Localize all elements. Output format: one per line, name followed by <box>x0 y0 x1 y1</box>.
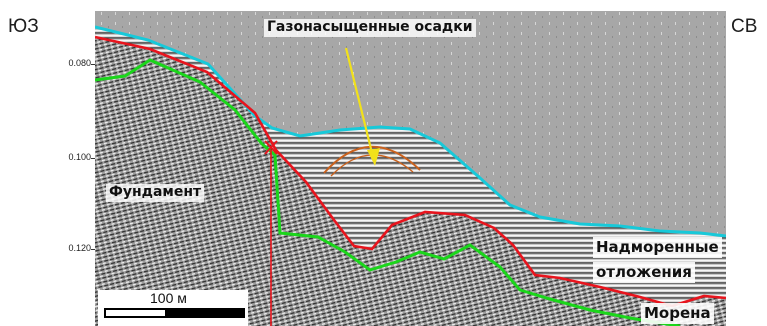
scale-bar-black-segment <box>167 308 245 318</box>
tick-mark-0120 <box>91 249 96 250</box>
pointer-arrow <box>344 47 375 158</box>
tick-label-0100: 0.100 <box>68 152 91 162</box>
moraine-label: Морена <box>641 303 714 324</box>
green-horizon <box>95 58 681 326</box>
red-horizon <box>95 35 726 308</box>
scale-bar-label: 100 м <box>150 290 187 306</box>
southwest-label: ЮЗ <box>8 16 39 37</box>
pointer-arrow-head <box>367 148 380 166</box>
basement-label: Фундамент <box>106 184 205 202</box>
tick-label-0120: 0.120 <box>68 243 91 253</box>
above-moraine-label-line2: отложения <box>593 262 695 283</box>
borehole-marker-b <box>264 140 278 155</box>
tick-label-0080: 0.080 <box>68 58 91 68</box>
gas-sediment-label: Газонасыщенные осадки <box>264 19 476 37</box>
scale-bar-white-segment <box>104 308 167 318</box>
seismic-section <box>95 11 726 326</box>
above-moraine-label-line1: Надморенные <box>593 237 722 258</box>
tick-mark-0100 <box>91 158 96 159</box>
tick-mark-0080 <box>91 64 96 65</box>
northeast-label: СВ <box>731 16 758 37</box>
basement-fill <box>95 37 726 326</box>
